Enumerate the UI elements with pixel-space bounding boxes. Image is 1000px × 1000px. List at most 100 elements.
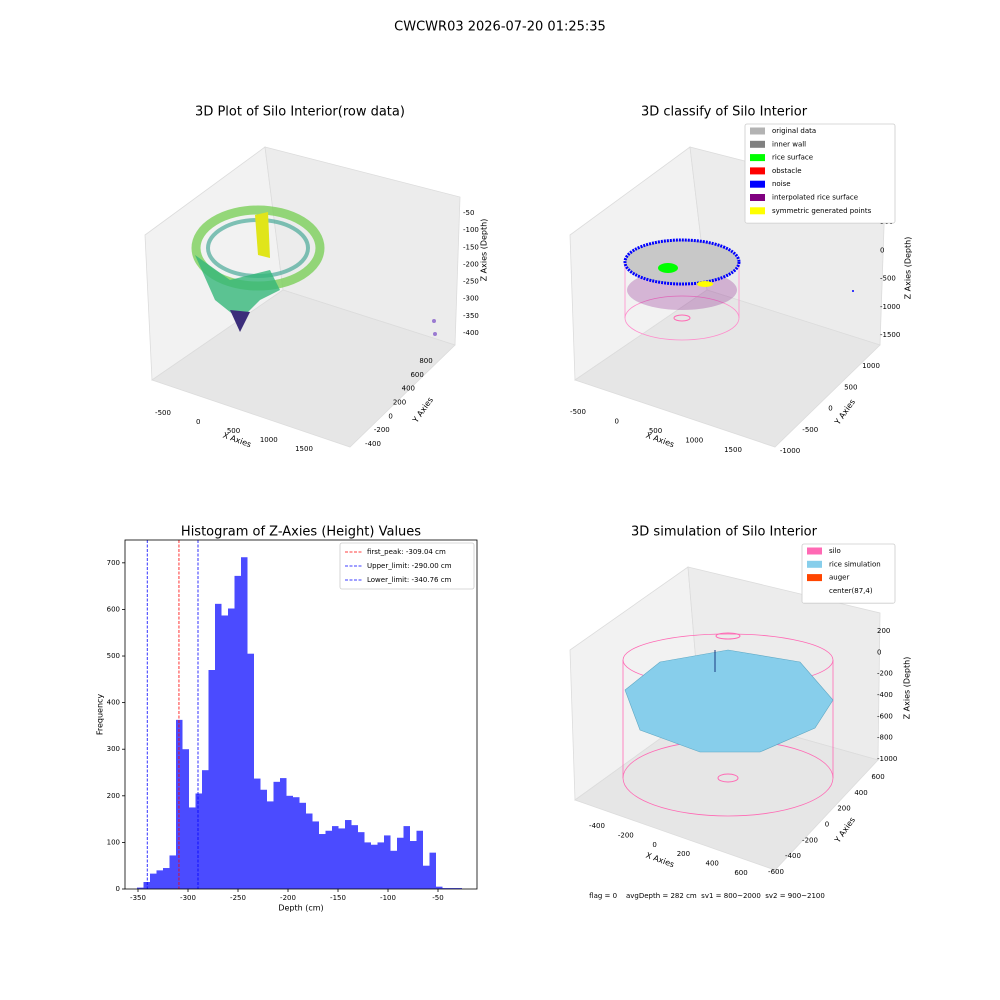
x-axis-label: Depth (cm): [278, 904, 323, 913]
subplot-title: 3D Plot of Silo Interior(row data): [195, 105, 405, 120]
x-tick-label: 500: [649, 427, 662, 435]
y-axis-label: Frequency: [96, 694, 105, 736]
legend-label: rice surface: [772, 154, 813, 162]
bar: [410, 841, 417, 889]
x-tick-label: -150: [330, 894, 346, 902]
bar: [260, 789, 267, 889]
bar: [384, 835, 391, 889]
legend-label: interpolated rice surface: [772, 194, 858, 202]
y-tick-label: 200: [837, 805, 850, 813]
z-tick-label: -50: [463, 209, 474, 217]
bar: [332, 826, 339, 889]
x-tick-label: 0: [196, 418, 200, 426]
legend-label: Lower_limit: -340.76 cm: [367, 576, 452, 584]
legend-box: [801, 543, 896, 604]
bar: [345, 820, 352, 889]
z-tick-label: -200: [877, 670, 893, 678]
bar: [319, 834, 326, 889]
bar: [306, 813, 313, 889]
legend-box: [744, 123, 896, 224]
bar: [351, 825, 358, 889]
y-tick-label: -400: [365, 440, 381, 448]
bar: [442, 888, 449, 889]
z-axis-label: Z Axies (Depth): [904, 237, 913, 300]
bar: [455, 888, 462, 889]
bar: [273, 781, 280, 889]
legend-label: original data: [772, 127, 816, 135]
legend-label: silo: [829, 547, 841, 555]
legend-label: first_peak: -309.04 cm: [367, 548, 446, 556]
legend-swatch: [750, 140, 765, 148]
legend-label: rice simulation: [829, 560, 881, 568]
bar: [215, 603, 222, 889]
y-tick-label: 100: [107, 838, 120, 846]
legend-swatch: [807, 560, 822, 568]
y-tick-label: 600: [107, 605, 120, 613]
z-tick-label: -500: [880, 275, 896, 283]
x-tick-label: 1000: [260, 436, 278, 444]
bar: [293, 797, 300, 889]
y-tick-label: -400: [785, 852, 801, 860]
y-tick-label: 400: [107, 699, 120, 707]
z-tick-label: 0: [880, 246, 884, 254]
legend-box: [339, 542, 475, 590]
y-tick-label: 600: [871, 773, 884, 781]
x-tick-label: -200: [618, 831, 634, 839]
z-tick-label: -300: [463, 295, 479, 303]
bar: [156, 870, 163, 889]
bar: [429, 852, 436, 889]
z-tick-label: -250: [463, 278, 479, 286]
y-tick-label: 0: [116, 885, 120, 893]
x-tick-label: -200: [280, 894, 296, 902]
x-tick-label: 600: [734, 869, 747, 877]
y-tick-label: 300: [107, 745, 120, 753]
legend-swatch: [750, 207, 765, 215]
x-tick-label: -300: [180, 894, 196, 902]
legend-label: Upper_limit: -290.00 cm: [367, 562, 452, 570]
legend-swatch: [750, 154, 765, 162]
bar: [150, 873, 157, 889]
panel-2-box: [569, 146, 886, 448]
x-tick-label: 1500: [295, 445, 313, 453]
legend-label: inner wall: [772, 140, 806, 148]
y-tick-label: 700: [107, 559, 120, 567]
x-tick-label: -500: [570, 408, 586, 416]
bar: [267, 801, 274, 889]
x-tick-label: -350: [130, 894, 146, 902]
y-tick-label: 1000: [862, 362, 880, 370]
y-tick-label: -200: [802, 836, 818, 844]
y-tick-label: -600: [768, 868, 784, 876]
y-tick-label: 0: [388, 412, 392, 420]
legend-label: auger: [829, 574, 849, 582]
legend-swatch: [750, 167, 765, 175]
bar: [137, 887, 144, 889]
bar: [377, 842, 384, 889]
bar: [202, 770, 209, 889]
legend-swatch: [750, 127, 765, 135]
bar: [234, 575, 241, 889]
y-tick-label: 500: [107, 652, 120, 660]
legend-swatch: [750, 194, 765, 201]
bar: [299, 802, 306, 889]
bar: [358, 832, 365, 889]
z-tick-label: -800: [877, 734, 893, 742]
subplot-title: 3D classify of Silo Interior: [641, 105, 808, 120]
y-tick-label: 400: [854, 789, 867, 797]
y-tick-label: 800: [419, 357, 432, 365]
bar: [254, 778, 261, 889]
bar: [286, 795, 293, 889]
bar: [176, 719, 183, 889]
figure-title: CWCWR03 2026-07-20 01:25:35: [394, 20, 606, 35]
bar: [397, 837, 404, 889]
z-tick-label: 0: [877, 648, 881, 656]
y-tick-label: 200: [107, 792, 120, 800]
y-tick-label: -500: [802, 426, 818, 434]
y-tick-label: -200: [374, 426, 390, 434]
legend-label: noise: [772, 180, 791, 188]
y-tick-label: 600: [410, 371, 423, 379]
z-tick-label: -400: [877, 691, 893, 699]
bar: [436, 886, 443, 889]
bar: [423, 865, 430, 889]
annotation: flag = 0 avgDepth = 282 cm sv1 = 800~200…: [589, 892, 825, 900]
